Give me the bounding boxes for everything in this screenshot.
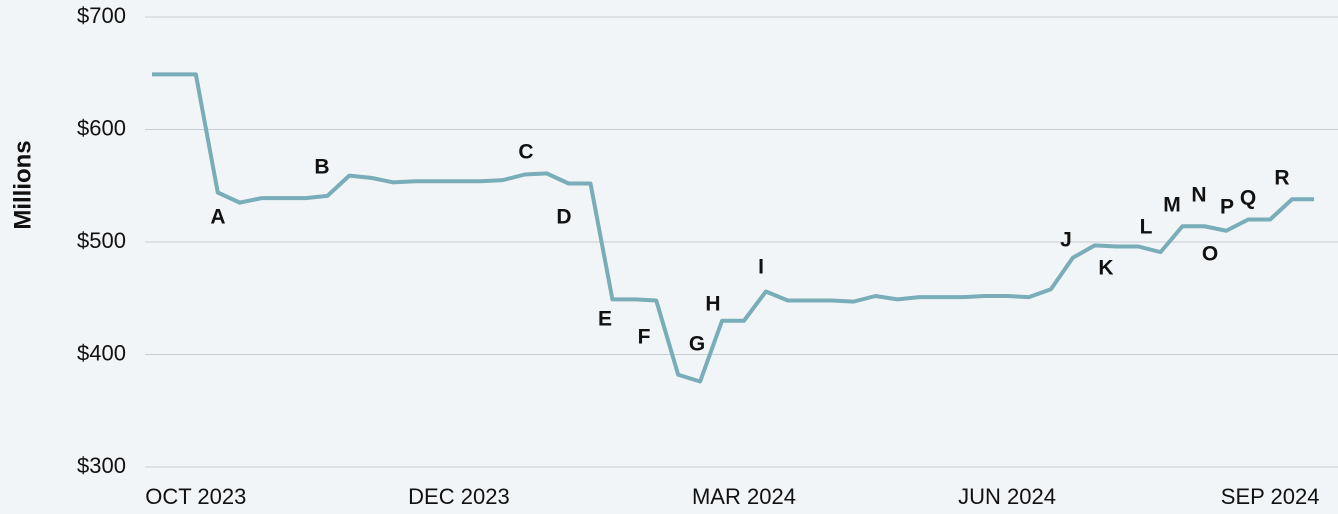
x-tick-label: OCT 2023 [145,484,246,509]
annotation: H [705,293,720,316]
y-tick-label: $500 [77,228,126,253]
annotation: B [314,156,329,179]
annotation: C [518,141,533,164]
y-tick-label: $400 [77,340,126,365]
y-axis-label: Millions [9,140,36,229]
y-tick-label: $700 [77,3,126,28]
x-tick-label: DEC 2023 [408,484,510,509]
annotation: F [638,326,651,349]
annotation: D [556,206,571,229]
annotation: O [1202,243,1218,266]
annotation: I [758,256,764,279]
x-tick-label: MAR 2024 [692,484,796,509]
annotation: L [1140,216,1153,239]
annotation: Q [1240,187,1256,210]
line-series [152,72,1314,384]
y-tick-label: $600 [77,115,126,140]
annotation: N [1191,184,1206,207]
annotation: M [1163,194,1181,217]
x-tick-label: SEP 2024 [1221,484,1320,509]
annotation: P [1220,196,1234,219]
annotation: E [598,308,612,331]
annotation: G [689,333,705,356]
x-tick-label: JUN 2024 [958,484,1056,509]
annotation: R [1274,167,1289,190]
y-tick-label: $300 [77,453,126,478]
annotation: J [1060,229,1072,252]
annotation: K [1098,257,1113,280]
annotation: A [210,206,225,229]
